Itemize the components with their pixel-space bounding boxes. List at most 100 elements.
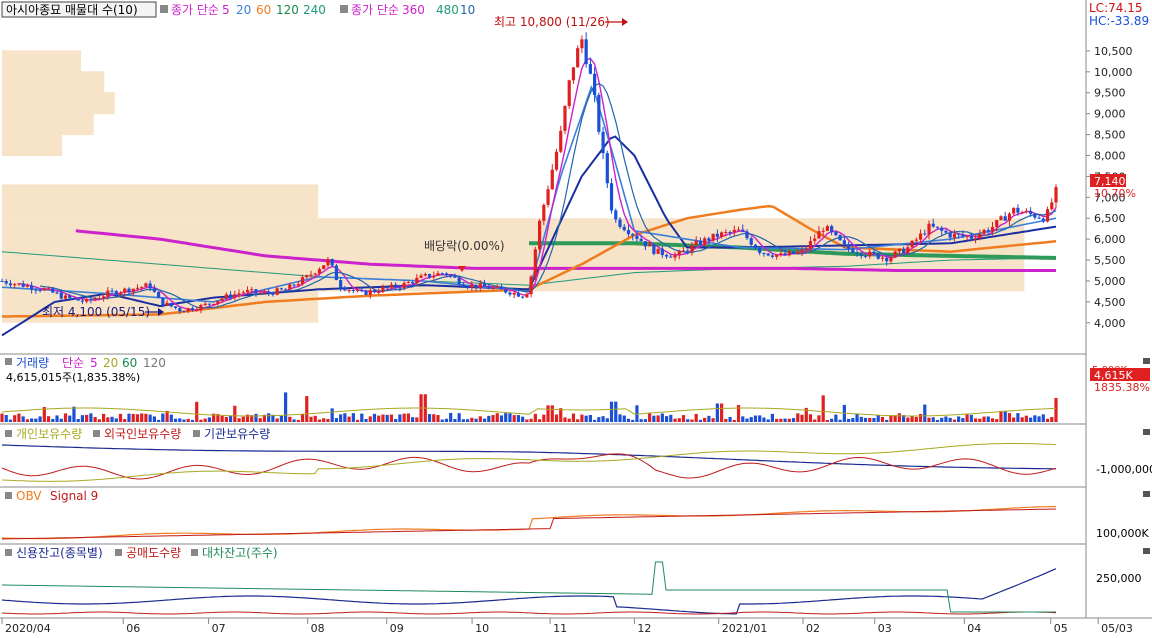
volume-bar-168 bbox=[711, 418, 715, 422]
candle-body-119 bbox=[504, 289, 508, 293]
date-tick-label-1: 06 bbox=[126, 622, 140, 635]
candle-body-55 bbox=[233, 294, 237, 298]
volume-bar-26 bbox=[110, 416, 114, 422]
credit-close-icon[interactable] bbox=[1143, 548, 1150, 554]
date-tick-label-0: 2020/04 bbox=[5, 622, 51, 635]
candle-body-86 bbox=[364, 290, 368, 295]
credit-tick: 250,000 bbox=[1096, 572, 1142, 585]
candle-body-22 bbox=[93, 298, 97, 301]
volume-bar-45 bbox=[190, 419, 195, 422]
volume-bar-46 bbox=[195, 401, 199, 422]
candle-body-77 bbox=[326, 259, 330, 266]
candle-body-234 bbox=[990, 226, 995, 232]
volume-bar-181 bbox=[766, 419, 770, 422]
candle-body-123 bbox=[521, 296, 525, 298]
volume-close-icon[interactable] bbox=[1143, 358, 1150, 364]
volume-bar-148 bbox=[626, 418, 631, 422]
candle-body-135 bbox=[571, 67, 576, 81]
current-price: 7,140 bbox=[1094, 175, 1126, 188]
high-annotation: 최고 10,800 (11/26) bbox=[494, 15, 610, 29]
lending-balance-line bbox=[2, 561, 1056, 613]
candle-body-98 bbox=[415, 277, 419, 284]
volume-bar-228 bbox=[965, 413, 969, 422]
price-tick-label-9: 8,500 bbox=[1094, 129, 1126, 142]
candle-body-191 bbox=[808, 240, 813, 249]
candle-body-43 bbox=[182, 311, 186, 313]
volume-bar-19 bbox=[80, 415, 85, 422]
candle-body-143 bbox=[605, 153, 609, 184]
ma-group1-marker-icon bbox=[160, 5, 168, 13]
candlesticks bbox=[0, 32, 1058, 314]
candle-body-62 bbox=[262, 291, 267, 293]
volume-bar-39 bbox=[165, 410, 169, 422]
volume-bar-20 bbox=[85, 414, 89, 422]
volume-bar-167 bbox=[707, 415, 711, 422]
candle-body-87 bbox=[368, 290, 372, 295]
volume-bar-9 bbox=[38, 416, 42, 422]
volume-bar-82 bbox=[347, 416, 351, 422]
volume-bar-2 bbox=[8, 419, 13, 422]
volume-bar-1 bbox=[4, 415, 8, 422]
title-box[interactable] bbox=[1, 1, 157, 18]
candle-body-176 bbox=[745, 231, 749, 239]
personal-holding-line bbox=[1, 444, 1056, 470]
volume-bar-107 bbox=[453, 418, 457, 422]
candle-body-104 bbox=[440, 273, 444, 275]
volume-bar-214 bbox=[906, 417, 910, 422]
candle-body-200 bbox=[846, 244, 851, 249]
volume-bar-66 bbox=[279, 415, 283, 422]
candle-body-166 bbox=[703, 238, 707, 245]
candle-body-15 bbox=[63, 295, 68, 299]
candle-body-30 bbox=[127, 288, 131, 293]
high-arrowhead-icon bbox=[622, 18, 628, 26]
candle-body-2 bbox=[8, 283, 13, 286]
candle-body-165 bbox=[698, 240, 703, 245]
candle-body-16 bbox=[68, 295, 72, 299]
volume-bar-155 bbox=[656, 415, 660, 422]
candle-body-223 bbox=[944, 230, 948, 233]
volume-bar-76 bbox=[322, 418, 326, 422]
candle-body-214 bbox=[906, 247, 910, 254]
volume-bar-161 bbox=[681, 415, 686, 422]
dividend-marker-icon bbox=[458, 266, 466, 272]
candle-body-107 bbox=[453, 275, 457, 278]
volume-bar-196 bbox=[830, 418, 834, 422]
volume-bar-175 bbox=[741, 416, 745, 422]
candle-body-155 bbox=[656, 248, 660, 254]
volume-bar-118 bbox=[499, 415, 504, 422]
volume-box-pct: 1835.38% bbox=[1094, 381, 1150, 394]
volume-bar-129 bbox=[546, 405, 550, 422]
candle-body-158 bbox=[669, 256, 673, 258]
volume-bar-188 bbox=[796, 413, 800, 422]
volume-bar-21 bbox=[89, 413, 93, 422]
volume-bar-236 bbox=[999, 410, 1003, 422]
volume-bar-44 bbox=[186, 418, 190, 422]
date-tick-label-8: 2021/01 bbox=[722, 622, 768, 635]
volume-bar-246 bbox=[1041, 414, 1045, 422]
volume-bar-103 bbox=[436, 415, 440, 422]
obv-close-icon[interactable] bbox=[1143, 491, 1150, 497]
volume-bar-5 bbox=[21, 416, 25, 422]
volume-bar-226 bbox=[957, 416, 961, 422]
candle-body-59 bbox=[250, 289, 254, 291]
foreign-holding-line bbox=[1, 453, 1057, 480]
candle-body-172 bbox=[728, 231, 732, 233]
price-tick-label-1: 4,500 bbox=[1094, 296, 1126, 309]
candle-body-4 bbox=[17, 283, 21, 285]
volume-bar-160 bbox=[677, 418, 681, 422]
volume-bar-13 bbox=[55, 415, 59, 422]
candle-body-72 bbox=[305, 275, 309, 278]
candle-body-126 bbox=[533, 249, 537, 277]
candle-body-227 bbox=[961, 234, 965, 237]
investor-marker-icon bbox=[5, 430, 12, 437]
investor-close-icon[interactable] bbox=[1143, 429, 1150, 435]
volume-bar-178 bbox=[753, 415, 758, 422]
candle-body-145 bbox=[614, 210, 618, 220]
candle-body-41 bbox=[173, 306, 178, 309]
candle-body-39 bbox=[165, 302, 169, 306]
volume-bar-157 bbox=[664, 416, 669, 422]
candle-body-6 bbox=[25, 285, 29, 287]
volume-profile-bar-2 bbox=[2, 92, 115, 115]
volume-bar-143 bbox=[605, 418, 609, 422]
